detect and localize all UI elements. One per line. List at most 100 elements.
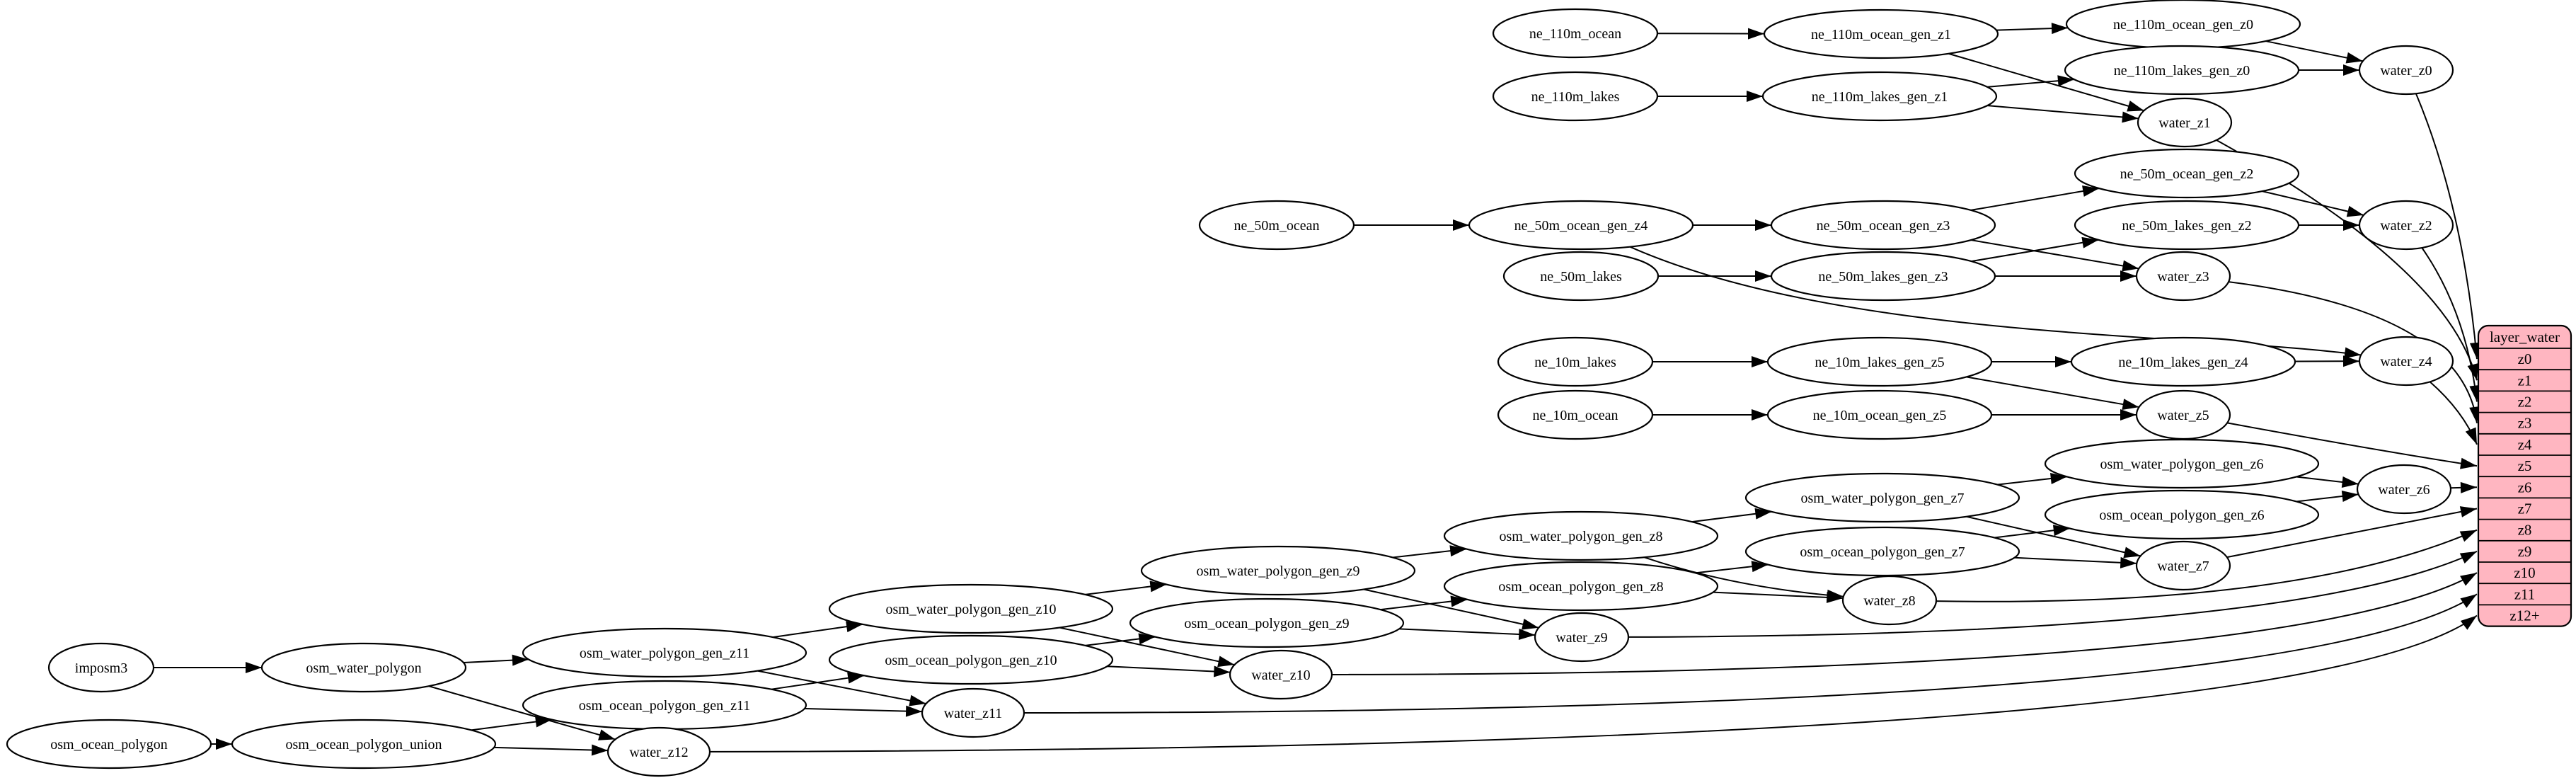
table-row-z8: z8	[2518, 522, 2532, 539]
node-shape	[47, 642, 155, 693]
node-label: imposm3	[75, 660, 127, 676]
edge-water_z5--layer_water-z5	[2227, 422, 2478, 469]
node-osm_water_polygon_gen_z8: osm_water_polygon_gen_z8	[1443, 510, 1719, 561]
node-label: ne_110m_lakes	[1531, 89, 1620, 105]
edge-water_z4--layer_water-z4	[2429, 381, 2478, 445]
table-row-z4: z4	[2518, 436, 2532, 453]
edge-water_z8--layer_water-z8	[1936, 529, 2478, 602]
edge-osm_ocean_polygon_gen_z9--osm_ocean_polygon_gen_z8	[1380, 595, 1468, 611]
edge-osm_ocean_polygon_gen_z6--water_z6	[2296, 491, 2359, 503]
node-label: osm_water_polygon_gen_z6	[2100, 457, 2263, 472]
node-label: ne_110m_lakes_gen_z1	[1812, 89, 1948, 105]
node-ne_50m_ocean_gen_z4: ne_50m_ocean_gen_z4	[1468, 200, 1694, 251]
node-ne_110m_lakes_gen_z1: ne_110m_lakes_gen_z1	[1761, 71, 1998, 122]
node-water_z4: water_z4	[2358, 336, 2454, 387]
node-shape	[1534, 612, 1630, 663]
node-shape	[1443, 510, 1719, 561]
node-label: water_z10	[1251, 668, 1310, 683]
node-osm_water_polygon_gen_z7: osm_water_polygon_gen_z7	[1744, 472, 2020, 523]
edge-osm_ocean_polygon_gen_z9--water_z9	[1398, 628, 1536, 641]
node-label: water_z8	[1863, 593, 1915, 609]
node-label: osm_water_polygon_gen_z7	[1800, 491, 1964, 506]
edge-osm_water_polygon_gen_z8--water_z8	[1643, 556, 1844, 601]
edge-osm_water_polygon_gen_z11--water_z11	[757, 670, 926, 707]
node-shape	[2044, 489, 2320, 540]
node-shape	[1766, 389, 1993, 440]
node-label: ne_10m_lakes_gen_z4	[2118, 355, 2248, 370]
node-osm_water_polygon_gen_z9: osm_water_polygon_gen_z9	[1140, 545, 1416, 596]
node-ne_50m_lakes: ne_50m_lakes	[1502, 251, 1660, 302]
node-ne_10m_lakes: ne_10m_lakes	[1497, 336, 1654, 387]
node-osm_ocean_polygon_gen_z8: osm_ocean_polygon_gen_z8	[1443, 561, 1719, 612]
edge-water_z3--layer_water-z3	[2228, 281, 2481, 423]
node-osm_ocean_polygon_gen_z7: osm_ocean_polygon_gen_z7	[1744, 526, 2020, 577]
node-ne_50m_lakes_gen_z3: ne_50m_lakes_gen_z3	[1770, 251, 1996, 302]
node-water_z10: water_z10	[1229, 649, 1333, 700]
node-label: osm_ocean_polygon_gen_z8	[1498, 579, 1663, 595]
node-label: osm_ocean_polygon_gen_z11	[579, 698, 751, 714]
node-osm_ocean_polygon_gen_z11: osm_ocean_polygon_gen_z11	[522, 680, 807, 731]
node-shape	[2064, 45, 2300, 96]
table-row-z10: z10	[2514, 564, 2535, 581]
node-label: ne_110m_ocean_gen_z0	[2113, 17, 2253, 33]
node-label: water_z5	[2157, 408, 2209, 423]
node-label: ne_50m_lakes_gen_z2	[2122, 218, 2251, 234]
node-label: ne_50m_ocean	[1234, 218, 1319, 234]
edge-osm_ocean_polygon_union--osm_ocean_polygon_gen_z11	[471, 716, 552, 731]
table-row-z0: z0	[2518, 350, 2532, 367]
table-row-z7: z7	[2518, 500, 2532, 517]
edge-osm_water_polygon_gen_z7--water_z7	[1966, 515, 2141, 559]
node-label: osm_ocean_polygon_gen_z7	[1800, 544, 1965, 560]
node-osm_ocean_polygon_gen_z6: osm_ocean_polygon_gen_z6	[2044, 489, 2320, 540]
node-label: ne_10m_ocean	[1532, 408, 1618, 423]
table-row-z6: z6	[2518, 479, 2532, 496]
node-ne_50m_ocean_gen_z3: ne_50m_ocean_gen_z3	[1770, 200, 1996, 251]
edge-water_z2--layer_water-z2	[2421, 247, 2481, 402]
node-ne_10m_lakes_gen_z4: ne_10m_lakes_gen_z4	[2070, 336, 2296, 387]
edge-osm_water_polygon_gen_z10--water_z10	[1059, 627, 1235, 668]
node-label: ne_110m_lakes_gen_z0	[2114, 63, 2250, 79]
node-shape	[1770, 251, 1996, 302]
node-label: ne_50m_lakes_gen_z3	[1818, 269, 1948, 285]
node-water_z12: water_z12	[606, 726, 711, 777]
node-label: osm_ocean_polygon_gen_z6	[2099, 508, 2264, 523]
node-shape	[1129, 597, 1405, 648]
node-label: water_z4	[2380, 354, 2432, 370]
node-label: osm_ocean_polygon_union	[285, 737, 442, 753]
node-label: water_z6	[2378, 482, 2430, 498]
node-shape	[2137, 97, 2233, 148]
node-shape	[1497, 389, 1654, 440]
node-osm_ocean_polygon_union: osm_ocean_polygon_union	[231, 719, 497, 770]
node-shape	[260, 642, 467, 693]
table-header: layer_water	[2490, 328, 2560, 345]
table-row-z2: z2	[2518, 394, 2532, 411]
edge-water_z12--layer_water-z12+	[709, 614, 2478, 753]
node-label: ne_10m_lakes	[1534, 355, 1616, 370]
node-label: osm_ocean_polygon_gen_z10	[885, 653, 1057, 668]
node-shape	[2356, 464, 2452, 515]
table-row-z5: z5	[2518, 457, 2532, 474]
node-osm_water_polygon: osm_water_polygon	[260, 642, 467, 693]
edge-osm_water_polygon--water_z12	[428, 685, 616, 740]
node-shape	[2358, 45, 2454, 96]
layer-water-table: layer_water z0 z1 z2 z3 z4 z5 z6 z7 z8 z9 z10 z11 z12…	[2477, 324, 2572, 627]
edge-osm_water_polygon_gen_z6--water_z6	[2296, 476, 2359, 488]
node-water_z7: water_z7	[2135, 540, 2231, 591]
node-label: osm_water_polygon	[306, 660, 421, 676]
node-shape	[1744, 526, 2020, 577]
edge-water_z10--layer_water-z10	[1331, 572, 2478, 675]
node-osm_water_polygon_gen_z10: osm_water_polygon_gen_z10	[828, 583, 1114, 634]
edge-ne_50m_ocean_gen_z3--water_z3	[1970, 239, 2139, 272]
node-label: water_z11	[944, 706, 1003, 721]
table-row-z3: z3	[2518, 415, 2532, 432]
edge-ne_10m_lakes_gen_z5--water_z5	[1966, 376, 2139, 410]
node-ne_10m_lakes_gen_z5: ne_10m_lakes_gen_z5	[1766, 336, 1993, 387]
edge-osm_water_polygon--osm_water_polygon_gen_z11	[463, 654, 529, 666]
edge-ne_50m_lakes_gen_z3--ne_50m_lakes_gen_z2	[1971, 236, 2099, 263]
edge-water_z0--layer_water-z0	[2415, 93, 2481, 360]
node-water_z6: water_z6	[2356, 464, 2452, 515]
node-water_z8: water_z8	[1841, 575, 1938, 626]
node-shape	[1744, 472, 2020, 523]
node-water_z5: water_z5	[2135, 389, 2231, 440]
